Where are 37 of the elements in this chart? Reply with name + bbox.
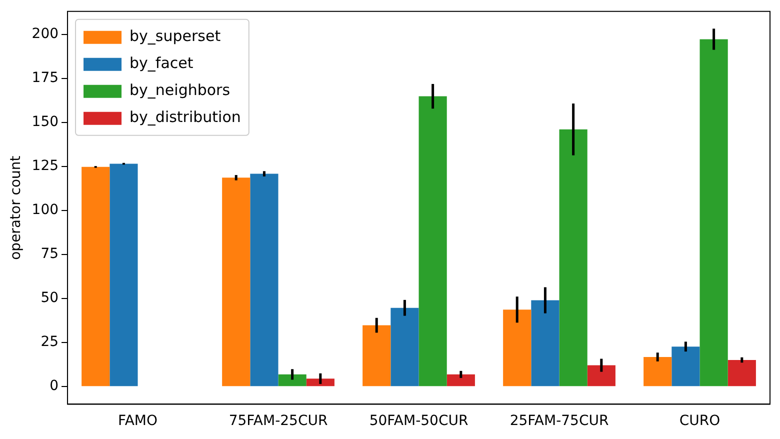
bar [587, 365, 616, 386]
bar [306, 378, 334, 386]
x-tick-label: 75FAM-25CUR [228, 413, 328, 430]
bar [728, 360, 756, 386]
y-tick-label: 100 [32, 202, 59, 218]
x-tick-label: CURO [679, 413, 720, 430]
x-tick-label: FAMO [118, 413, 158, 430]
x-tick-label: 25FAM-75CUR [510, 413, 609, 430]
legend-label: by_facet [130, 54, 194, 72]
y-tick-label: 150 [32, 114, 59, 130]
bar [503, 310, 532, 386]
y-tick-label: 175 [32, 70, 59, 86]
x-tick-label: 50FAM-50CUR [369, 413, 468, 430]
y-tick-label: 0 [50, 378, 59, 394]
bar [362, 325, 391, 386]
bar [250, 174, 278, 386]
bar [418, 96, 447, 386]
y-tick-label: 200 [32, 26, 59, 42]
bar [222, 178, 250, 386]
bar [559, 129, 588, 386]
bar [390, 308, 419, 386]
y-tick-label: 25 [40, 334, 59, 350]
y-tick-label: 50 [40, 290, 59, 306]
bar [700, 39, 728, 386]
y-tick-label: 75 [40, 246, 59, 262]
bar [446, 374, 475, 386]
legend-label: by_neighbors [130, 80, 230, 99]
bar [82, 166, 110, 386]
legend-label: by_superset [130, 26, 221, 45]
y-axis-title: operator count [8, 155, 24, 260]
bar [672, 346, 700, 386]
legend-label: by_distribution [130, 108, 241, 126]
bar [644, 356, 672, 386]
bar [110, 164, 138, 386]
bar [531, 300, 560, 386]
bar [278, 374, 306, 386]
y-tick-label: 125 [32, 158, 59, 174]
